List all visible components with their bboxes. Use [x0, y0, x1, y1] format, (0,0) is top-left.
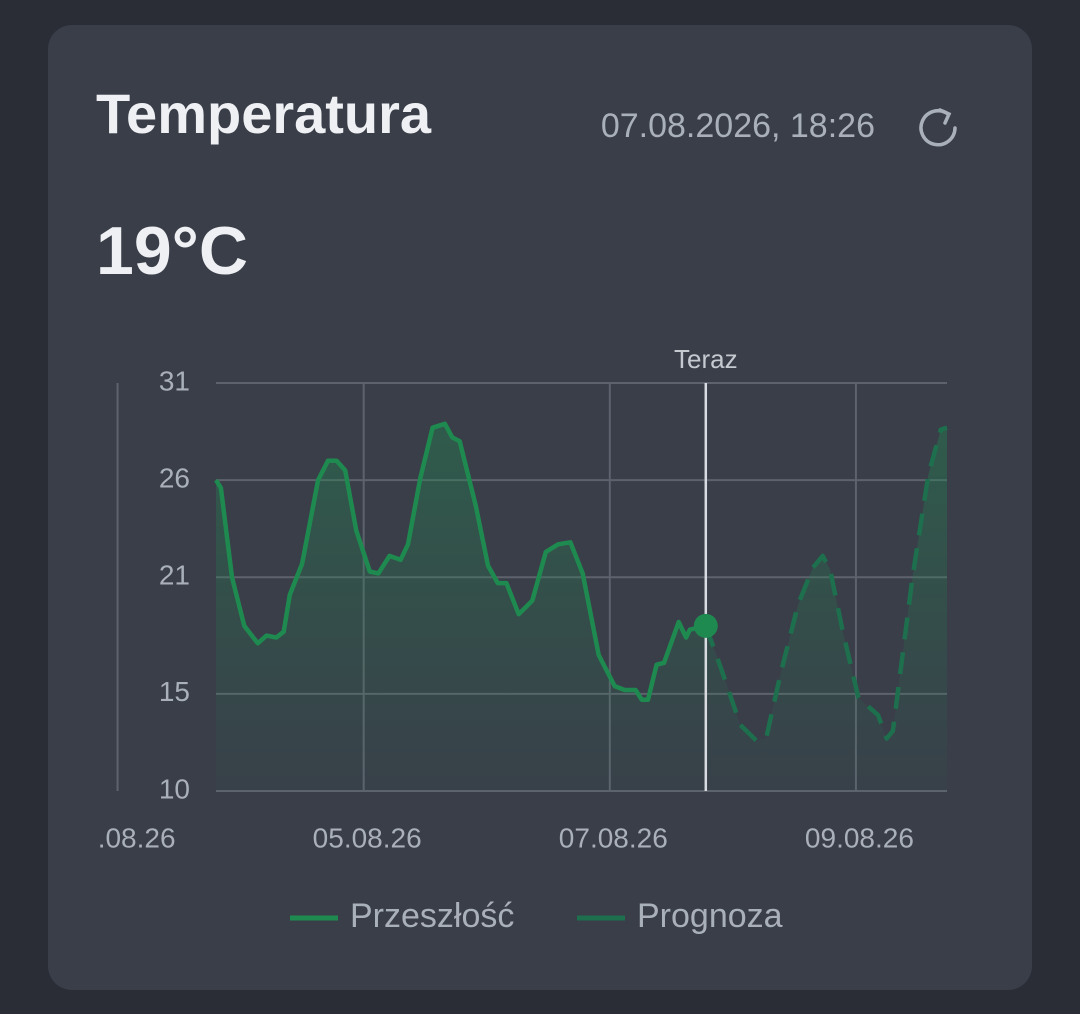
timestamp: 07.08.2026, 18:26	[601, 107, 875, 145]
now-label: Teraz	[674, 344, 738, 374]
legend-label: Przeszłość	[350, 897, 514, 935]
x-tick-label: 05.08.26	[313, 822, 422, 853]
y-tick-label: 26	[159, 463, 190, 494]
refresh-icon	[919, 109, 957, 147]
area-fill	[216, 423, 706, 791]
x-tick-label: 07.08.26	[559, 822, 668, 853]
area-fill	[705, 427, 947, 791]
x-tick-label: 09.08.26	[805, 822, 914, 853]
legend-label: Prognoza	[637, 897, 783, 935]
refresh-button[interactable]	[919, 108, 957, 147]
refresh-arrow	[938, 108, 952, 125]
y-tick-label: 15	[159, 676, 190, 707]
current-value: 19°C	[96, 213, 248, 289]
card-title: Temperatura	[96, 82, 432, 145]
y-tick-label: 21	[159, 560, 190, 591]
y-tick-label: 31	[159, 365, 190, 396]
current-point	[693, 613, 718, 638]
series-line	[214, 421, 707, 702]
y-tick-label: 10	[159, 773, 190, 804]
chart: 10 15 21 26 31 .08.26 05.08.26 07.08.26 09.08.26…	[98, 344, 948, 935]
x-tick-label: .08.26	[98, 822, 176, 853]
